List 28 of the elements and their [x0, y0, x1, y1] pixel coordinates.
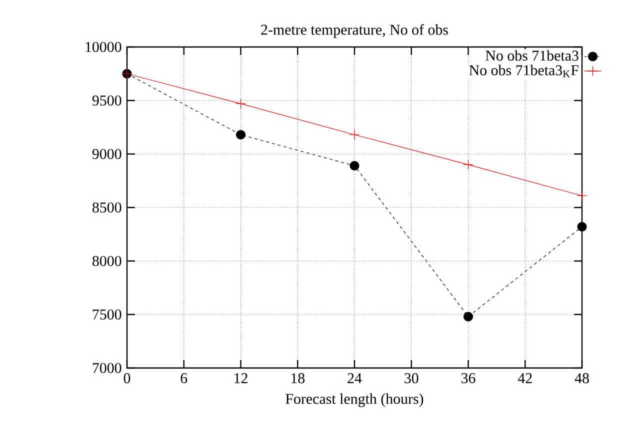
- point: [576, 190, 588, 202]
- x-tick-label: 18: [291, 373, 305, 384]
- point: [236, 130, 246, 140]
- y-tick-label: 7000: [92, 362, 122, 374]
- x-tick-label: 36: [462, 373, 476, 384]
- x-tick-label: 12: [234, 373, 248, 384]
- x-axis-title: Forecast length (hours): [286, 393, 424, 408]
- x-tick-label: 6: [180, 373, 188, 384]
- x-tick-label: 30: [404, 373, 418, 384]
- y-tick-label: 8000: [92, 256, 122, 266]
- y-tick-label: 7500: [92, 309, 122, 320]
- point: [235, 98, 246, 109]
- legend-label: No obs 71beta3$_{K}$F: [469, 64, 578, 78]
- chart-title: 2-metre temperature, No of obs: [261, 24, 448, 38]
- point: [350, 160, 360, 171]
- x-tick-label: 24: [348, 373, 362, 384]
- y-tick-label: 9500: [92, 95, 122, 106]
- legend-label: No obs 71beta3: [486, 50, 578, 61]
- point: [463, 312, 474, 322]
- point: [349, 129, 360, 140]
- point: [462, 159, 474, 170]
- point: [577, 222, 587, 232]
- x-tick-label: 42: [518, 373, 532, 384]
- y-tick-label: 8500: [92, 202, 122, 213]
- x-tick-label: 0: [124, 373, 130, 384]
- y-tick-label: 10000: [86, 42, 122, 52]
- x-tick-label: 48: [574, 373, 589, 384]
- y-tick-label: 9000: [92, 148, 122, 160]
